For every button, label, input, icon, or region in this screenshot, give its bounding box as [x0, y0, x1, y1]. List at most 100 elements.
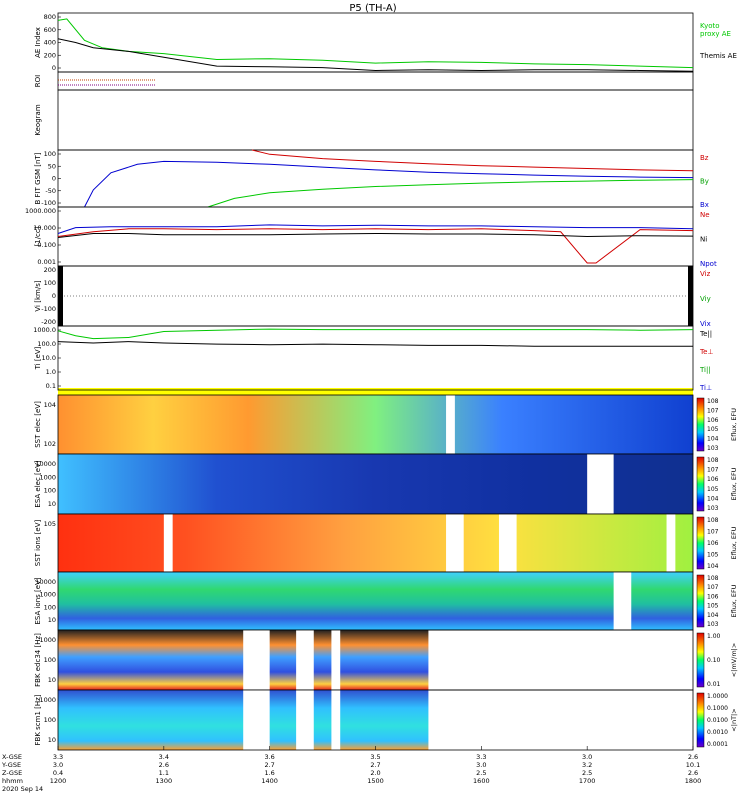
panel-temperature: Ti [eV] 1000.0 100.0 10.0 1.0 0.1 Te|| Te⊥ Ti|| T… — [33, 325, 714, 392]
colorbar — [696, 397, 705, 452]
ytick-label: 1000 — [39, 696, 56, 704]
legend-entry: Bx — [700, 201, 709, 209]
colorbar-tick: 108 — [707, 398, 719, 405]
axis-row-value: 1400 — [261, 777, 278, 785]
axis-row-value: 1200 — [50, 777, 67, 785]
ytick-label: 800 — [44, 13, 56, 21]
panel-ylabel: B FIT GSM [nT] — [34, 152, 42, 204]
date-label: 2020 Sep 14 — [2, 785, 43, 793]
page-title: P5 (TH-A) — [349, 3, 396, 14]
data-gap — [163, 514, 173, 572]
colorbar-tick: 105 — [707, 603, 719, 610]
axis-row-value: 3.4 — [159, 753, 169, 761]
axis-row-value: 2.0 — [370, 769, 380, 777]
ytick-label: 200 — [44, 51, 56, 59]
series-line-ne — [57, 228, 694, 264]
legend-entry: Ni — [700, 236, 707, 244]
data-gap — [331, 630, 341, 690]
colorbar-tick: 0.1000 — [707, 705, 728, 712]
panel-esa_i: ESA ions [eV] 108 107 106 105 104 103 Eflux, EF… — [34, 571, 738, 631]
panel-frame — [57, 89, 694, 151]
ytick-label: 10 — [48, 736, 56, 744]
axis-row-value: 2.6 — [688, 769, 698, 777]
panel-esa_e: ESA elec [eV] 108 107 106 105 104 103 Eflux, EF… — [34, 453, 738, 515]
panel-ylabel: SST elec [eV] — [34, 401, 42, 448]
data-gap — [688, 266, 693, 326]
panel-ylabel: Vi [km/s] — [34, 280, 42, 311]
panel-fbk_e: FBK edc34 [Hz] 1.00 0.10 0.01 <|mV/m|> 1000 10… — [34, 629, 738, 691]
ytick-label: 10 — [48, 676, 56, 684]
legend-entry: Te⊥ — [699, 348, 714, 356]
ytick-label: 0.1 — [46, 382, 56, 390]
axis-row-value: 1500 — [367, 777, 384, 785]
colorbar-tick: 0.0100 — [707, 717, 728, 724]
legend-entry: By — [700, 178, 709, 186]
colorbar — [696, 516, 705, 570]
ytick-label: 100 — [44, 716, 56, 724]
ytick-label: -100 — [41, 199, 56, 207]
colorbar-tick: 104 — [707, 612, 719, 619]
legend-entry: Te|| — [699, 330, 712, 338]
data-gap — [243, 630, 270, 690]
panel-ylabel: Keogram — [34, 104, 42, 135]
colorbar-tick: 1.0000 — [707, 693, 728, 700]
panel-keogram: Keogram — [34, 89, 694, 151]
ytick-label: -200 — [41, 318, 56, 326]
ytick-label: 200 — [44, 266, 56, 274]
panel-density: [1/cc] 1000.000 10.000 0.100 0.001 Ne Ni Npot — [25, 206, 717, 268]
panel-ylabel: [1/cc] — [34, 226, 42, 246]
data-gap — [446, 514, 464, 572]
legend-entry: Npot — [700, 260, 717, 268]
ytick-label: 400 — [44, 39, 56, 47]
colorbar-tick: 105 — [707, 552, 719, 559]
ytick-label: 0 — [52, 64, 56, 72]
panel-sst_i: SST ions [eV] 108 107 106 105 104 Eflux, EFU 10… — [34, 513, 738, 573]
series-line-bx — [207, 179, 694, 208]
ytick-label: 104 — [44, 401, 56, 409]
colorbar-label: Eflux, EFU — [730, 467, 738, 500]
legend-entry: Ti|| — [699, 366, 711, 374]
ytick-label: 100 — [44, 279, 56, 287]
spectrogram — [58, 572, 693, 630]
colorbar-tick: 106 — [707, 540, 719, 547]
ytick-label: 10000 — [35, 578, 56, 586]
data-gap — [243, 690, 270, 750]
axis-row-value: 1.1 — [159, 769, 169, 777]
ytick-label: 105 — [44, 520, 56, 528]
colorbar-tick: 107 — [707, 467, 719, 474]
legend-entry: Vix — [700, 320, 711, 328]
legend-entry: Bz — [700, 154, 709, 162]
axis-row-label: hhmm — [2, 777, 23, 785]
colorbar-tick: 106 — [707, 476, 719, 483]
axis-row-value: 1700 — [579, 777, 596, 785]
axis-row-value: 2.7 — [370, 761, 380, 769]
series-line-themisae — [57, 38, 694, 72]
panel-ylabel: FBK scm1 [Hz] — [34, 694, 42, 745]
axis-row-value: 10.1 — [686, 761, 700, 769]
ytick-label: 10 — [48, 500, 56, 508]
series-line-kyotoproxyae — [57, 18, 694, 69]
ytick-label: 100 — [44, 150, 56, 158]
colorbar-tick: 104 — [707, 495, 719, 502]
data-quality-bar — [58, 388, 693, 395]
colorbar-tick: 105 — [707, 426, 719, 433]
data-gap — [446, 395, 455, 454]
axis-row-value: 2.6 — [159, 761, 169, 769]
colorbar-tick: 108 — [707, 575, 719, 582]
series-line-te — [57, 328, 694, 340]
legend-entry: Viy — [700, 295, 711, 303]
colorbar-tick: 107 — [707, 407, 719, 414]
colorbar-tick: 1.00 — [707, 633, 721, 640]
colorbar-tick: 103 — [707, 505, 719, 512]
axis-row-value: 3.3 — [476, 753, 486, 761]
panel-sst_e: SST elec [eV] 108 107 106 105 104 103 Eflux, EF… — [34, 394, 738, 455]
colorbar-label: <|nT|> — [730, 708, 738, 731]
colorbar-tick: 103 — [707, 445, 719, 452]
axis-row-value: 3.0 — [53, 761, 63, 769]
ytick-label: 1000.000 — [25, 207, 56, 215]
ytick-label: 100 — [44, 487, 56, 495]
panel-bfit: B FIT GSM [nT] 100 50 0 -50 -100 Bz By Bx — [34, 149, 709, 209]
legend-entry: Themis AE — [699, 52, 737, 60]
